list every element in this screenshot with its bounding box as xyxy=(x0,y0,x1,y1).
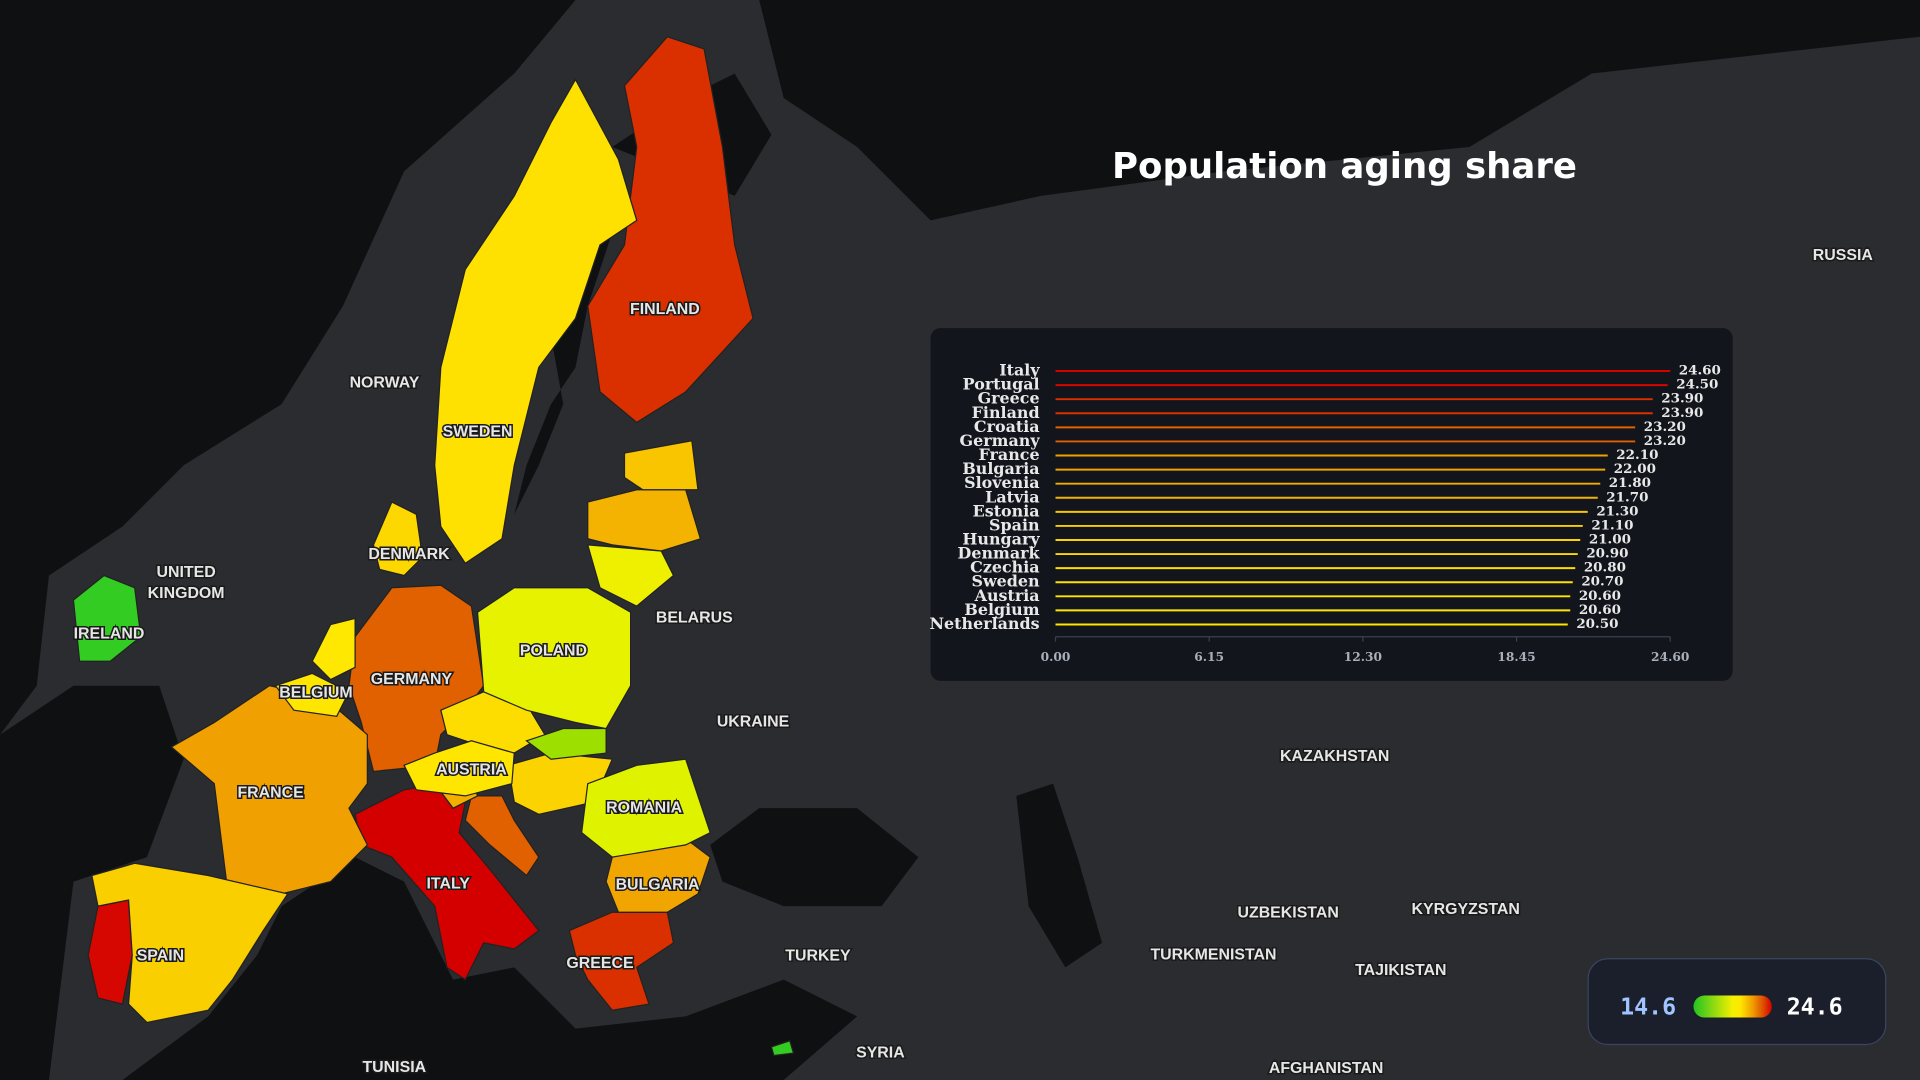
map-label: POLAND xyxy=(520,643,587,660)
map-label: BELARUS xyxy=(656,610,733,627)
map-label: RUSSIA xyxy=(1813,247,1874,264)
slovakia-shape xyxy=(525,727,607,760)
value-label: 20.60 xyxy=(1579,588,1621,604)
category-label: Latvia xyxy=(985,487,1039,506)
category-label: Spain xyxy=(989,515,1040,534)
map-label: ITALY xyxy=(427,875,471,892)
value-label: 21.70 xyxy=(1606,489,1648,505)
cyprus-shape xyxy=(770,1040,795,1057)
value-label: 23.20 xyxy=(1644,419,1686,435)
country-shape xyxy=(403,740,515,797)
category-label: Italy xyxy=(999,361,1040,380)
country-shape xyxy=(464,795,540,877)
category-label: Czechia xyxy=(970,558,1039,577)
category-label: Slovenia xyxy=(964,473,1039,492)
map-label: FINLAND xyxy=(630,301,700,318)
category-label: Netherlands xyxy=(930,614,1040,633)
country-shape xyxy=(587,36,754,424)
map-label: BULGARIA xyxy=(616,877,700,894)
map-label: SYRIA xyxy=(856,1044,905,1061)
country-shape xyxy=(274,672,350,717)
category-label: Croatia xyxy=(974,417,1040,436)
value-label: 20.50 xyxy=(1576,616,1618,632)
map-label: TURKMENISTAN xyxy=(1150,946,1276,963)
legend-max: 24.6 xyxy=(1787,993,1843,1020)
map-label: DENMARK xyxy=(368,546,450,563)
category-label: Belgium xyxy=(964,600,1039,619)
value-label: 23.90 xyxy=(1661,391,1703,407)
romania-shape xyxy=(580,758,711,858)
map-label: SWEDEN xyxy=(443,423,513,440)
category-label: Portugal xyxy=(963,375,1040,394)
value-label: 21.80 xyxy=(1609,475,1651,491)
value-label: 20.60 xyxy=(1579,602,1621,618)
legend-gradient xyxy=(1693,995,1772,1018)
country-shape xyxy=(91,862,289,1024)
category-label: France xyxy=(979,445,1040,464)
value-label: 20.70 xyxy=(1581,574,1623,590)
value-label: 24.50 xyxy=(1676,377,1718,393)
x-tick-label: 12.30 xyxy=(1344,650,1382,664)
value-label: 22.10 xyxy=(1616,447,1658,463)
x-tick-label: 18.45 xyxy=(1497,650,1535,664)
map-label: FRANCE xyxy=(237,785,303,802)
lithuania-shape xyxy=(586,544,675,607)
map-label: NORWAY xyxy=(350,374,420,391)
value-label: 20.80 xyxy=(1584,560,1626,576)
country-shape xyxy=(434,78,638,565)
eu-countries xyxy=(87,36,754,1024)
map-label: GREECE xyxy=(566,955,633,972)
value-label: 21.30 xyxy=(1596,503,1638,519)
other-countries xyxy=(72,544,795,1057)
map-label: TURKEY xyxy=(785,948,851,965)
x-tick-label: 0.00 xyxy=(1041,650,1071,664)
bar-chart: 0.00 6.15 12.30 18.45 24.60 Italy 24.60 Portuga… xyxy=(930,361,1721,665)
map-label: GERMANY xyxy=(371,671,453,688)
country-shape xyxy=(311,617,356,681)
country-shape xyxy=(623,440,699,491)
x-tick-label: 24.60 xyxy=(1651,650,1689,664)
value-label: 20.90 xyxy=(1586,546,1628,562)
map-label: ROMANIA xyxy=(606,799,683,816)
map-label: UNITED KINGDOM xyxy=(148,564,225,602)
map-label: AUSTRIA xyxy=(436,761,507,778)
category-label: Finland xyxy=(972,403,1040,422)
value-label: 21.10 xyxy=(1591,517,1633,533)
map-label: UKRAINE xyxy=(717,714,789,731)
map-label: KYRGYZSTAN xyxy=(1412,901,1520,918)
category-label: Denmark xyxy=(958,544,1041,563)
map-label: KAZAKHSTAN xyxy=(1280,748,1389,765)
value-label: 23.90 xyxy=(1661,405,1703,421)
chart-panel xyxy=(930,328,1733,681)
country-shape xyxy=(372,501,424,577)
country-shape xyxy=(587,489,702,552)
legend-min: 14.6 xyxy=(1620,993,1676,1020)
value-label: 24.60 xyxy=(1679,363,1721,379)
x-tick-label: 6.15 xyxy=(1194,650,1224,664)
ireland-shape xyxy=(72,574,142,662)
poland-shape xyxy=(476,587,632,730)
map-label: TUNISIA xyxy=(362,1059,426,1076)
category-label: Bulgaria xyxy=(962,459,1039,478)
category-label: Sweden xyxy=(971,572,1040,591)
map-label: UZBEKISTAN xyxy=(1237,905,1338,922)
category-label: Hungary xyxy=(962,530,1040,549)
value-label: 22.00 xyxy=(1614,461,1656,477)
value-label: 21.00 xyxy=(1589,532,1631,548)
category-label: Germany xyxy=(960,431,1041,450)
map-label: IRELAND xyxy=(74,625,145,642)
category-label: Greece xyxy=(978,389,1040,408)
category-label: Austria xyxy=(974,586,1040,605)
map-label: SPAIN xyxy=(137,948,184,965)
value-label: 23.20 xyxy=(1644,433,1686,449)
category-label: Estonia xyxy=(973,501,1040,520)
title: Population aging share xyxy=(1112,146,1577,187)
map-label: AFGHANISTAN xyxy=(1269,1060,1384,1077)
map-label: BELGIUM xyxy=(279,684,352,701)
map-label: TAJIKISTAN xyxy=(1355,962,1446,979)
map-labels: NORWAY SWEDEN FINLAND DENMARK UNITED KINGDOM I… xyxy=(72,246,1875,1079)
